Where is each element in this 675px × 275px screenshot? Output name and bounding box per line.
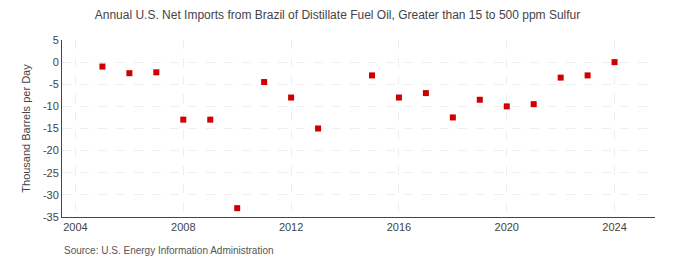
svg-text:5: 5 (53, 34, 59, 46)
svg-text:2016: 2016 (387, 221, 411, 233)
svg-text:-25: -25 (43, 167, 59, 179)
svg-text:2024: 2024 (602, 221, 626, 233)
svg-text:Source: U.S. Energy Informatio: Source: U.S. Energy Information Administ… (64, 245, 274, 256)
svg-text:-20: -20 (43, 144, 59, 156)
svg-text:2012: 2012 (279, 221, 303, 233)
svg-text:-15: -15 (43, 122, 59, 134)
svg-text:-35: -35 (43, 211, 59, 223)
svg-text:-30: -30 (43, 189, 59, 201)
svg-text:-5: -5 (49, 78, 59, 90)
svg-text:0: 0 (53, 56, 59, 68)
svg-text:2020: 2020 (495, 221, 519, 233)
svg-text:Annual U.S. Net Imports from B: Annual U.S. Net Imports from Brazil of D… (95, 8, 581, 22)
svg-text:Thousand Barrels per Day: Thousand Barrels per Day (20, 64, 32, 193)
svg-text:-10: -10 (43, 100, 59, 112)
svg-text:2004: 2004 (63, 221, 87, 233)
svg-text:2008: 2008 (171, 221, 195, 233)
